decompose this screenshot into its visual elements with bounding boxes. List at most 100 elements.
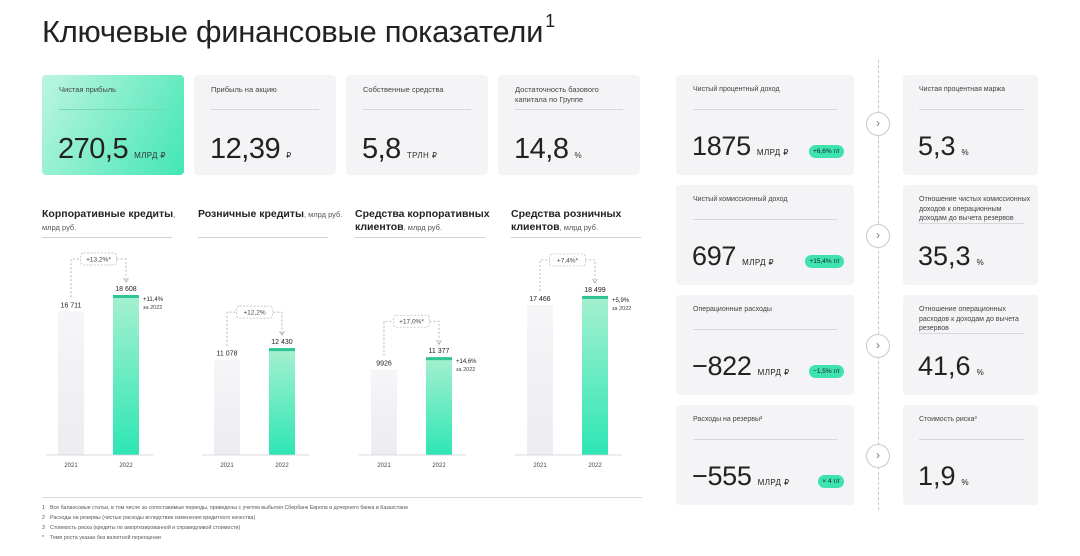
bar-cap xyxy=(113,295,139,298)
card-value: 5,3% xyxy=(918,131,969,161)
card-cost-of-risk: Стоимость риска³ 1,9% xyxy=(903,405,1038,505)
growth-label: +13,2%* xyxy=(86,257,111,264)
card-value: 697 МЛРД ₽ xyxy=(692,241,775,271)
card-value: 1875 МЛРД ₽ xyxy=(692,131,789,161)
card-label: Чистая процентная маржа xyxy=(919,86,1005,93)
kpi-value: 270,5 МЛРД ₽ xyxy=(58,133,166,165)
card-label: Отношение чистых комиссионных доходов к … xyxy=(919,196,1031,222)
footnote: 2 Расходы на резервы (чистые расходы всле… xyxy=(42,515,256,521)
kpi-value: 5,8 ТРЛН ₽ xyxy=(362,133,438,165)
footnote: 1 Все балансовые статьи, в том числе за с… xyxy=(42,505,409,511)
divider xyxy=(42,497,642,498)
growth-bracket xyxy=(539,259,596,291)
card-label: Чистый процентный доход xyxy=(693,86,780,93)
bar-cap xyxy=(582,295,608,299)
arrow-down-icon xyxy=(592,278,598,284)
growth-label: +17,0%* xyxy=(399,319,424,326)
chevron-right-icon: › xyxy=(866,224,890,248)
value-label: 12 430 xyxy=(271,339,293,346)
value-label: 18 608 xyxy=(115,286,137,293)
tick-label: 2022 xyxy=(432,463,446,469)
card-label: Чистый комиссионный доход xyxy=(693,196,788,203)
bar-2021 xyxy=(371,369,397,455)
change-badge: −1,5% г/г xyxy=(809,365,844,378)
kpi-equity: Собственные средства 5,8 ТРЛН ₽ xyxy=(346,75,488,175)
kpi-label: Чистая прибыль xyxy=(59,85,116,94)
card-provision-charges: Расходы на резервы² −555 МЛРД ₽ × 4 г/г xyxy=(676,405,854,505)
growth-box xyxy=(393,314,430,328)
value-label: 11 377 xyxy=(429,348,450,355)
growth-box xyxy=(236,305,273,319)
card-value: 41,6% xyxy=(918,351,984,381)
kpi-label: Достаточность базового капитала по Групп… xyxy=(515,85,599,104)
tick-label: 2021 xyxy=(220,463,234,469)
tick-label: 2022 xyxy=(275,463,289,469)
card-operating-expenses: Операционные расходы −822 МЛРД ₽ −1,5% г/… xyxy=(676,295,854,395)
chevron-right-icon: › xyxy=(866,112,890,136)
value-label: 11 078 xyxy=(217,351,238,358)
chart-title-corporate-funds: Средства корпоративных клиентов, млрд ру… xyxy=(355,208,490,233)
card-label: Расходы на резервы² xyxy=(693,416,763,423)
card-net-fee-income: Чистый комиссионный доход 697 МЛРД ₽ +15,… xyxy=(676,185,854,285)
tick-label: 2022 xyxy=(588,463,602,469)
chevron-right-icon: › xyxy=(866,444,890,468)
footnote: * Темп роста указан без валютной переоцен… xyxy=(42,535,161,541)
chart-title-corporate-loans: Корпоративные кредиты, млрд руб. xyxy=(42,208,176,232)
value-label: 9926 xyxy=(376,361,392,368)
arrow-down-icon xyxy=(279,330,285,336)
card-label: Стоимость риска³ xyxy=(919,416,977,423)
arrow-down-icon xyxy=(436,339,442,345)
bar-2022 xyxy=(426,357,452,455)
bar-2022 xyxy=(269,348,295,455)
card-label: Отношение операционных расходов к дохода… xyxy=(919,306,1019,332)
tick-label: 2021 xyxy=(533,463,547,469)
change-label: +11,4% xyxy=(143,297,164,303)
card-value: 35,3% xyxy=(918,241,984,271)
bar-cap xyxy=(426,357,452,361)
card-value: −822 МЛРД ₽ xyxy=(692,351,790,381)
change-badge: +15,4% г/г xyxy=(805,255,844,268)
kpi-value: 14,8% xyxy=(514,133,582,165)
divider xyxy=(878,60,879,510)
change-sub-label: за 2022 xyxy=(143,305,162,311)
kpi-value: 12,39 ₽ xyxy=(210,133,292,165)
chevron-right-icon: › xyxy=(866,334,890,358)
change-label: +14,6% xyxy=(456,359,477,365)
value-label: 18 499 xyxy=(584,287,606,294)
card-net-interest-income: Чистый процентный доход 1875 МЛРД ₽ +6,6%… xyxy=(676,75,854,175)
value-label: 16 711 xyxy=(61,302,82,309)
bar-cap xyxy=(269,348,295,352)
kpi-label: Прибыль на акцию xyxy=(211,85,277,94)
chart-title-retail-funds: Средства розничных клиентов, млрд руб. xyxy=(511,208,622,233)
kpi-net-profit: Чистая прибыль 270,5 МЛРД ₽ xyxy=(42,75,184,175)
card-net-interest-margin: Чистая процентная маржа 5,3% xyxy=(903,75,1038,175)
change-sub-label: за 2022 xyxy=(456,367,475,373)
change-badge: × 4 г/г xyxy=(818,475,844,488)
growth-label: +12,2% xyxy=(243,310,265,317)
page-title: Ключевые финансовые показатели 1 xyxy=(42,11,555,49)
bar-2022 xyxy=(113,295,139,455)
change-badge: +6,6% г/г xyxy=(809,145,844,158)
bar-2021 xyxy=(214,359,240,455)
bar-2022 xyxy=(582,295,608,455)
tick-label: 2021 xyxy=(64,463,78,469)
bar-2021 xyxy=(527,304,553,455)
card-label: Операционные расходы xyxy=(693,306,772,313)
card-value: −555 МЛРД ₽ xyxy=(692,461,790,491)
change-sub-label: за 2022 xyxy=(612,306,631,312)
kpi-eps: Прибыль на акцию 12,39 ₽ xyxy=(194,75,336,175)
chart-title-retail-loans: Розничные кредиты, млрд руб. xyxy=(198,208,343,220)
growth-box xyxy=(549,253,586,267)
footnote: 3 Стоимость риска (кредиты по амортизиров… xyxy=(42,525,241,531)
kpi-capital-adequacy: Достаточность базового капитала по Групп… xyxy=(498,75,640,175)
bar-2021 xyxy=(58,311,84,455)
growth-box xyxy=(80,252,117,266)
growth-label: +7,4%* xyxy=(557,257,579,264)
card-fee-to-income: Отношение чистых комиссионных доходов к … xyxy=(903,185,1038,285)
value-label: 17 466 xyxy=(529,296,551,303)
card-cost-to-income: Отношение операционных расходов к дохода… xyxy=(903,295,1038,395)
change-label: +5,9% xyxy=(612,298,630,304)
card-value: 1,9% xyxy=(918,461,969,491)
tick-label: 2021 xyxy=(377,463,391,469)
